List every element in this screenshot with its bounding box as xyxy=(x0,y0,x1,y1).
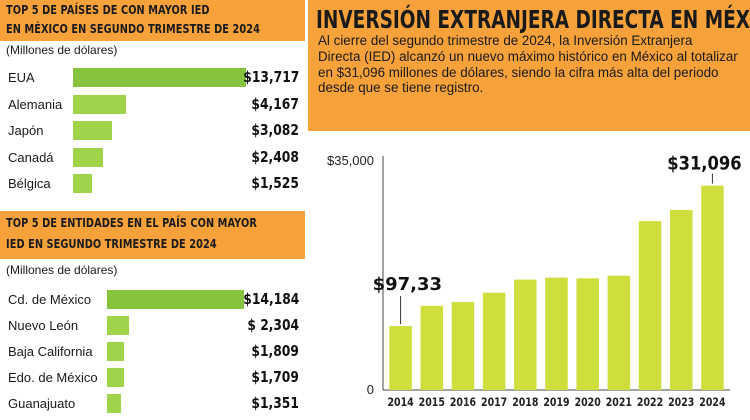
ied-chart-area: $35,000 0 2014 2015 2016 2017 2018 2019 2020 2021… xyxy=(308,131,750,420)
state-value: $ 2,304 xyxy=(247,316,299,334)
column-bar xyxy=(669,209,693,390)
column-bar xyxy=(482,292,506,390)
country-bar xyxy=(73,68,246,87)
states-title-line1: TOP 5 DE ENTIDADES EN EL PAÍS CON MAYOR xyxy=(6,215,257,230)
states-header: TOP 5 DE ENTIDADES EN EL PAÍS CON MAYOR … xyxy=(0,211,305,259)
x-tick-label: 2020 xyxy=(575,396,601,409)
x-tick-label: 2014 xyxy=(387,396,413,409)
x-tick-label: 2015 xyxy=(419,396,445,409)
country-label: EUA xyxy=(8,70,35,85)
annotation-label: $97,33 xyxy=(373,274,442,295)
x-tick-label: 2018 xyxy=(512,396,538,409)
y-tick-label: $35,000 xyxy=(327,153,374,168)
country-label: Japón xyxy=(8,123,44,138)
ied-column-chart: $35,000 0 2014 2015 2016 2017 2018 2019 2020 2021… xyxy=(327,153,742,409)
state-label: Baja California xyxy=(8,344,93,359)
country-bar xyxy=(73,121,112,140)
x-tick-label: 2024 xyxy=(699,396,725,409)
country-value: $2,408 xyxy=(251,147,299,166)
y-tick-label: 0 xyxy=(367,382,374,397)
states-units: (Millones de dólares) xyxy=(6,263,118,277)
state-label: Cd. de México xyxy=(8,292,92,307)
state-bar xyxy=(107,290,244,309)
x-tick-label: 2019 xyxy=(543,396,569,409)
x-tick-label: 2021 xyxy=(606,396,632,409)
countries-title-line2: EN MÉXICO EN SEGUNDO TRIMESTRE DE 2024 xyxy=(6,21,260,36)
country-value: $4,167 xyxy=(251,94,299,113)
column-bar xyxy=(514,279,537,390)
state-bar xyxy=(107,368,124,387)
main-description: Al cierre del segundo trimestre de 2024,… xyxy=(318,33,738,96)
column-bar xyxy=(701,185,724,390)
country-bar xyxy=(73,94,126,114)
state-value: $14,184 xyxy=(242,290,299,308)
state-label: Guanajuato xyxy=(8,396,76,411)
country-label: Alemania xyxy=(8,96,63,112)
state-value: $1,809 xyxy=(251,342,299,360)
countries-header: TOP 5 DE PAÍSES DE CON MAYOR IED EN MÉXI… xyxy=(0,0,305,41)
countries-title-line1: TOP 5 DE PAÍSES DE CON MAYOR IED xyxy=(6,2,210,17)
state-value: $1,709 xyxy=(251,368,299,386)
country-value: $3,082 xyxy=(251,121,299,139)
state-value: $1,351 xyxy=(251,394,299,412)
column-bar xyxy=(545,277,568,390)
country-value: $1,525 xyxy=(251,174,299,192)
column-bar xyxy=(451,301,475,390)
country-bar xyxy=(73,174,93,193)
x-tick-label: 2023 xyxy=(668,396,694,409)
state-bar xyxy=(107,316,130,335)
column-bar xyxy=(420,305,444,390)
states-title-line2: IED EN SEGUNDO TRIMESTRE DE 2024 xyxy=(6,236,217,251)
left-panel: TOP 5 DE PAÍSES DE CON MAYOR IED EN MÉXI… xyxy=(0,0,305,420)
x-tick-label: 2022 xyxy=(637,396,663,409)
country-value: $13,717 xyxy=(242,68,299,86)
countries-units: (Millones de dólares) xyxy=(6,43,118,57)
column-bar xyxy=(607,275,631,390)
main-title: INVERSIÓN EXTRANJERA DIRECTA EN MÉXICO xyxy=(316,5,750,34)
state-label: Nuevo León xyxy=(8,318,79,333)
state-bar xyxy=(107,342,125,361)
annotation-label: $31,096 xyxy=(667,154,741,175)
column-bar xyxy=(389,326,412,390)
state-label: Edo. de México xyxy=(8,370,98,385)
x-tick-label: 2016 xyxy=(450,396,476,409)
state-bar xyxy=(107,394,121,413)
column-bar xyxy=(638,221,662,390)
country-label: Bélgica xyxy=(8,176,51,191)
x-tick-label: 2017 xyxy=(481,396,507,409)
country-label: Canadá xyxy=(8,149,54,165)
column-bar xyxy=(576,278,599,390)
country-bar xyxy=(73,147,104,167)
